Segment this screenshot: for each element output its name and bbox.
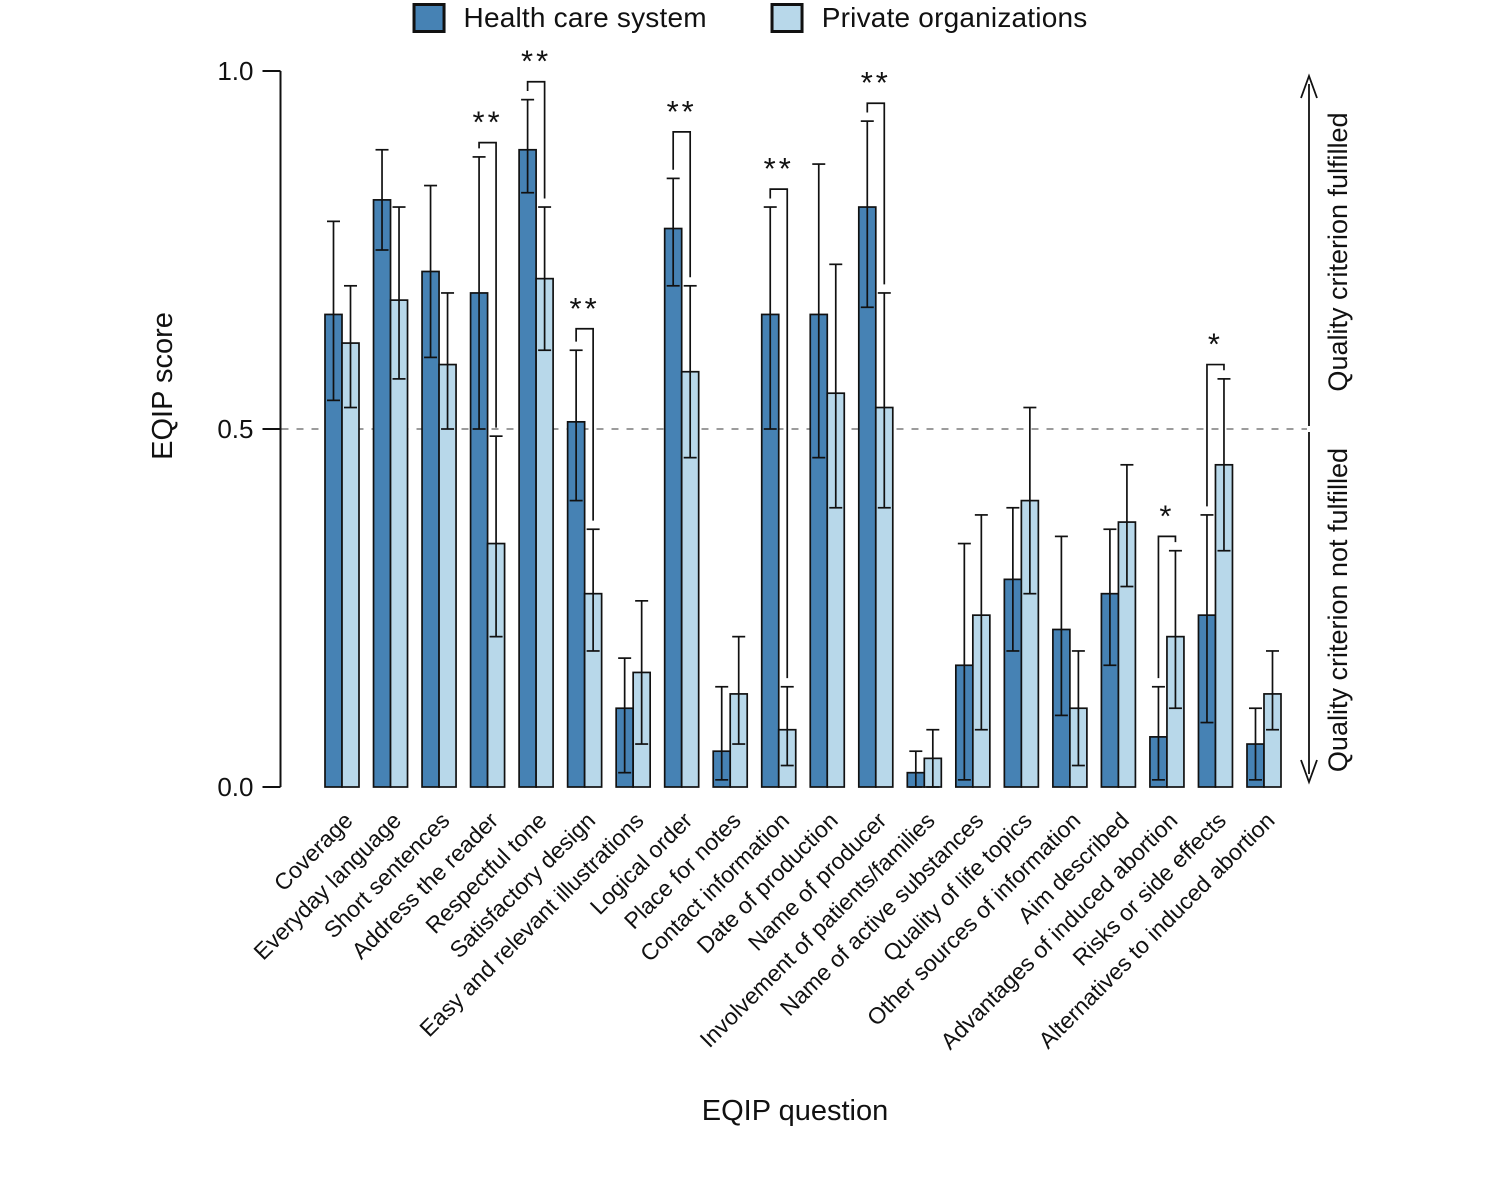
significance-marker: * <box>1159 498 1174 533</box>
significance-logical-order: ** <box>667 94 697 278</box>
significance-marker: ** <box>521 44 551 79</box>
significance-layer: ************** <box>473 44 1225 679</box>
error-bar-private-organizations-advantages-of-induced-abortion <box>1168 549 1182 710</box>
significance-bracket <box>575 327 594 521</box>
y-tick-label-1.0: 1.0 <box>217 56 253 86</box>
legend-label-private-organizations: Private organizations <box>821 2 1088 33</box>
arrow-down-head <box>1300 759 1318 785</box>
error-bar-private-organizations-involvement-of-patients-families <box>926 728 940 788</box>
significance-risks-or-side-effects: * <box>1206 327 1225 507</box>
error-bar-private-organizations-place-for-notes <box>732 635 746 745</box>
error-bar-private-organizations-easy-and-relevant-illustrations <box>635 599 649 745</box>
significance-satisfactory-design: ** <box>570 291 600 521</box>
error-bar-health-care-system-advantages-of-induced-abortion <box>1151 685 1165 781</box>
right-annotation-layer <box>1300 73 1318 785</box>
error-bar-health-care-system-risks-or-side-effects <box>1200 514 1214 724</box>
error-bar-private-organizations-respectful-tone <box>538 206 552 352</box>
error-bar-private-organizations-address-the-reader <box>489 435 503 638</box>
significance-bracket <box>1157 535 1177 679</box>
error-bar-health-care-system-address-the-reader <box>472 156 486 430</box>
legend-item-health-care-system: Health care system <box>412 2 707 34</box>
error-bar-private-organizations-other-sources-of-information <box>1071 650 1085 767</box>
error-bar-health-care-system-other-sources-of-information <box>1054 535 1068 717</box>
significance-marker: ** <box>667 94 697 129</box>
right-label-not-fulfilled: Quality criterion not fulfilled <box>1323 448 1353 772</box>
significance-bracket <box>1206 363 1225 507</box>
error-bar-private-organizations-coverage <box>344 284 357 409</box>
significance-marker: ** <box>861 65 891 100</box>
error-bar-private-organizations-logical-order <box>683 284 697 459</box>
significance-marker: ** <box>764 151 794 186</box>
error-bar-health-care-system-place-for-notes <box>715 685 729 781</box>
error-bar-health-care-system-contact-information <box>763 206 777 430</box>
error-bar-health-care-system-coverage <box>327 220 340 402</box>
significance-marker: ** <box>570 291 600 326</box>
significance-bracket <box>866 102 886 285</box>
bar-health-care-system-respectful-tone <box>518 148 537 788</box>
error-bar-private-organizations-date-of-production <box>829 263 843 509</box>
legend-swatch-health-care-system <box>412 3 446 33</box>
error-bar-private-organizations-name-of-producer <box>877 292 891 509</box>
error-bar-health-care-system-easy-and-relevant-illustrations <box>618 657 632 774</box>
bars-layer <box>324 148 1282 788</box>
y-axis-title: EQIP score <box>147 312 179 460</box>
error-bar-health-care-system-alternatives-to-induced-abortion <box>1248 707 1262 781</box>
bar-health-care-system-logical-order <box>663 227 683 788</box>
error-bar-health-care-system-involvement-of-patients-families <box>909 750 923 788</box>
error-bar-private-organizations-satisfactory-design <box>586 528 600 652</box>
error-bar-private-organizations-contact-information <box>780 685 794 767</box>
error-bars-layer <box>327 98 1279 788</box>
arrow-up-head <box>1300 73 1318 99</box>
significance-advantages-of-induced-abortion: * <box>1157 498 1177 679</box>
y-tick-label-0.5: 0.5 <box>217 414 253 444</box>
error-bar-health-care-system-respectful-tone <box>521 98 535 194</box>
error-bar-private-organizations-name-of-active-substances <box>974 514 988 731</box>
significance-bracket <box>769 188 789 679</box>
significance-address-the-reader: ** <box>473 105 503 428</box>
y-tick-label-0.0: 0.0 <box>217 772 253 802</box>
error-bar-health-care-system-aim-described <box>1103 528 1117 667</box>
legend-swatch-private-organizations <box>770 3 804 33</box>
error-bar-private-organizations-short-sentences <box>441 292 455 430</box>
legend: Health care system Private organizations <box>412 2 1088 34</box>
error-bar-health-care-system-logical-order <box>666 177 680 287</box>
significance-marker: ** <box>473 105 503 140</box>
error-bar-health-care-system-name-of-active-substances <box>957 542 971 781</box>
error-bar-health-care-system-everyday-language <box>375 148 389 251</box>
bar-health-care-system-everyday-language <box>372 199 392 788</box>
legend-label-health-care-system: Health care system <box>463 2 707 33</box>
error-bar-health-care-system-date-of-production <box>812 163 826 459</box>
significance-respectful-tone: ** <box>521 44 551 199</box>
error-bar-private-organizations-quality-of-life-topics <box>1023 406 1037 595</box>
significance-bracket <box>478 141 497 428</box>
significance-name-of-producer: ** <box>861 65 891 285</box>
error-bar-private-organizations-everyday-language <box>392 206 406 380</box>
significance-bracket <box>672 131 692 278</box>
error-bar-health-care-system-short-sentences <box>424 184 438 359</box>
significance-bracket <box>526 80 546 199</box>
axis-layer: 0.0 0.5 1.0 <box>217 56 282 802</box>
error-bar-private-organizations-risks-or-side-effects <box>1217 378 1231 552</box>
error-bar-private-organizations-alternatives-to-induced-abortion <box>1265 650 1279 731</box>
error-bar-health-care-system-name-of-producer <box>860 120 874 309</box>
error-bar-private-organizations-aim-described <box>1120 463 1134 588</box>
significance-contact-information: ** <box>764 151 794 679</box>
right-label-fulfilled: Quality criterion fulfilled <box>1323 112 1353 391</box>
legend-item-private-organizations: Private organizations <box>770 2 1088 34</box>
error-bar-health-care-system-quality-of-life-topics <box>1006 506 1020 652</box>
error-bar-health-care-system-satisfactory-design <box>569 349 583 502</box>
significance-marker: * <box>1208 327 1223 362</box>
x-axis-title: EQIP question <box>702 1095 888 1127</box>
bar-private-organizations-respectful-tone <box>535 277 554 788</box>
bar-private-organizations-coverage <box>341 342 360 788</box>
